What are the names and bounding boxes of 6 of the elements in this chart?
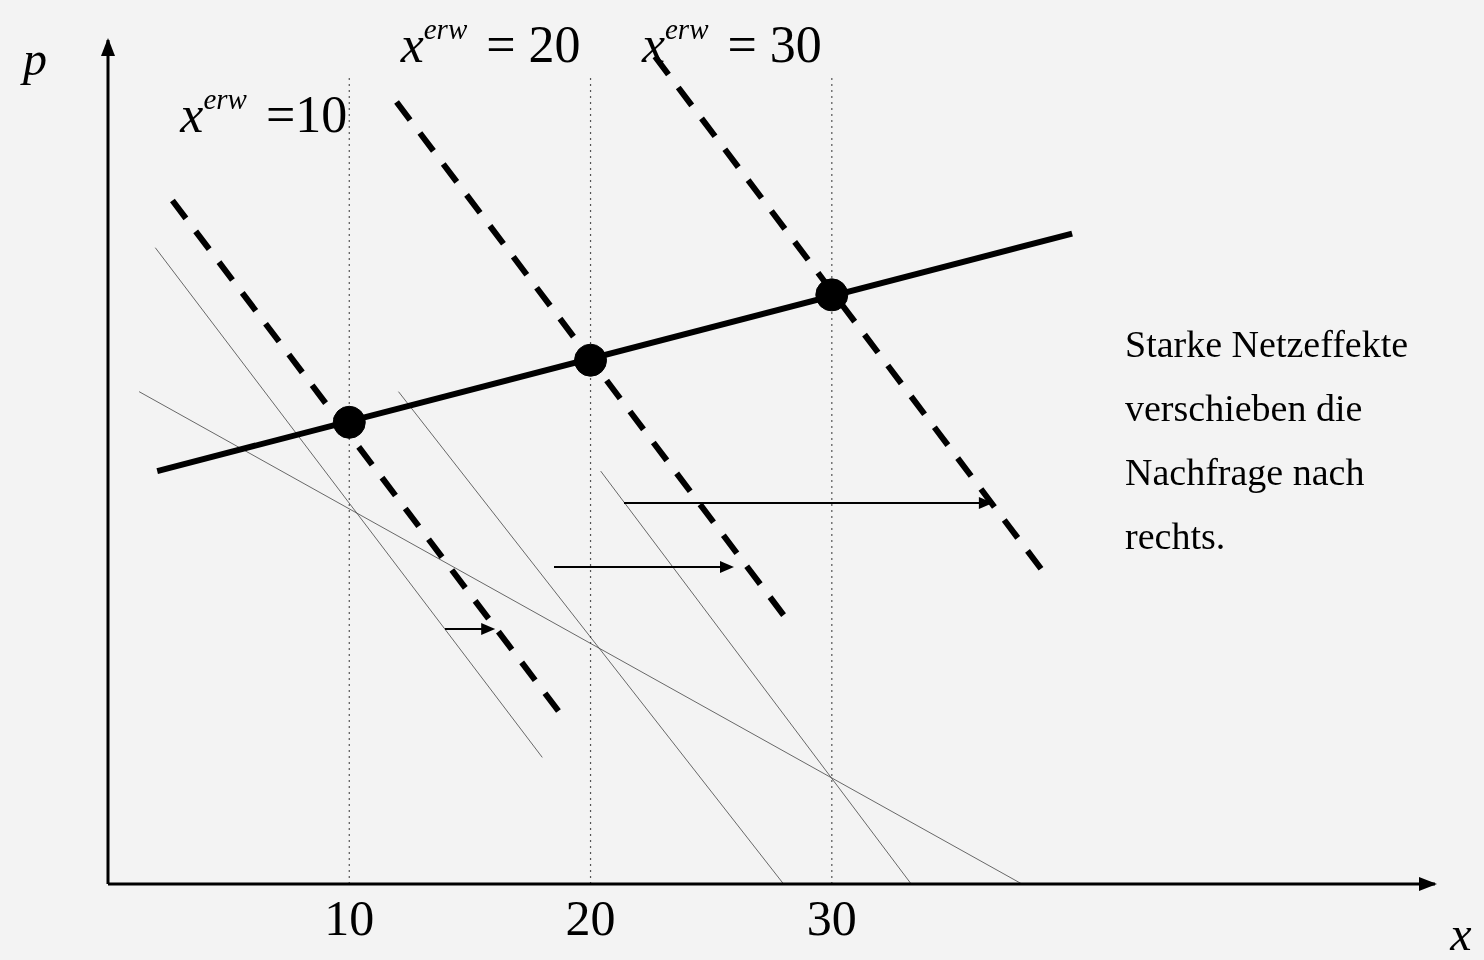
y-axis-title: p <box>20 32 47 85</box>
x-tick-label: 30 <box>806 890 857 947</box>
x-tick-label: 10 <box>324 890 375 947</box>
x-tick-label: 20 <box>565 890 616 947</box>
annotation: Starke Netzeffekte verschieben die Nachfrage nach rechts. <box>1125 322 1410 559</box>
x-axis-title: x <box>1449 907 1472 960</box>
